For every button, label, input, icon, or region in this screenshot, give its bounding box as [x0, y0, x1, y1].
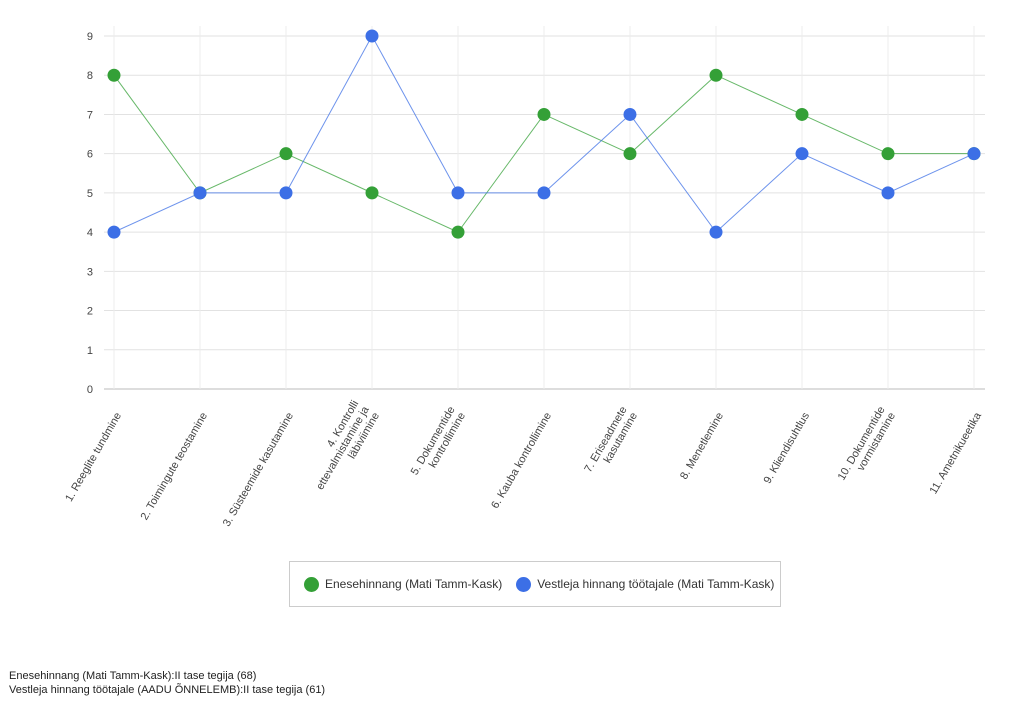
series-1-point-7	[623, 147, 637, 161]
legend-item-series-1[interactable]: Enesehinnang (Mati Tamm-Kask)	[304, 576, 503, 592]
y-tick-label-5: 5	[87, 188, 93, 200]
legend-dot-series-1	[304, 576, 319, 592]
x-axis-labels: 1. Reeglite tundmine 2. Toimingute teosta…	[63, 398, 985, 529]
line-chart: 0 1 2 3 4 5 6 7 8 9 1. Reeglite tundmine 2. Toimin…	[63, 26, 985, 529]
legend-label-series-1: Enesehinnang (Mati Tamm-Kask)	[325, 577, 503, 591]
x-tick-label-7: 7. Eriseadmetekasutamine	[582, 405, 640, 481]
x-tick-label-5: 5. Dokumentidekontrollimine	[409, 405, 468, 484]
series-2-point-1	[107, 225, 121, 239]
series-1-point-3	[279, 147, 293, 161]
series-1-point-5	[451, 225, 465, 239]
y-tick-label-4: 4	[87, 227, 93, 239]
x-tick-label-8: 8. Menetlemine	[678, 411, 726, 482]
series-1-point-9	[795, 107, 809, 121]
y-tick-label-7: 7	[87, 109, 93, 121]
series-2-point-9	[795, 147, 809, 161]
series-2-point-10	[881, 186, 895, 200]
summary-line-self-assessment: Enesehinnang (Mati Tamm-Kask):II tase te…	[9, 670, 257, 682]
legend-item-series-2[interactable]: Vestleja hinnang töötajale (Mati Tamm-Ka…	[516, 576, 775, 592]
legend-label-series-2: Vestleja hinnang töötajale (Mati Tamm-Ka…	[537, 577, 775, 591]
y-axis-ticks: 0 1 2 3 4 5 6 7 8 9	[87, 31, 93, 396]
series-2-point-5	[451, 186, 465, 200]
x-tick-label-9: 9. Kliendisuhtlus	[762, 410, 813, 486]
series-2-point-3	[279, 186, 293, 200]
x-tick-label-4: 4. Kontrolliettevalmistamine jaläbiviimi…	[304, 398, 383, 498]
series-1-point-4	[365, 186, 379, 200]
summary-line-interviewer-assessment: Vestleja hinnang töötajale (AADU ÕNNELEM…	[9, 684, 326, 696]
series-2-point-11	[967, 147, 981, 161]
series-1-point-8	[709, 68, 723, 82]
y-tick-label-9: 9	[87, 31, 93, 43]
summary-text: Enesehinnang (Mati Tamm-Kask):II tase te…	[9, 669, 325, 697]
series-2-point-8	[709, 225, 723, 239]
series-2-point-7	[623, 107, 637, 121]
x-tick-label-11: 11. Ametnikueetika	[928, 410, 985, 497]
series-2-point-6	[537, 186, 551, 200]
series	[107, 29, 981, 239]
series-2-point-4	[365, 29, 379, 43]
y-tick-label-8: 8	[87, 70, 93, 82]
y-tick-label-0: 0	[87, 384, 93, 396]
x-tick-label-2: 2. Toimingute teostamine	[139, 411, 210, 523]
series-1-point-10	[881, 147, 895, 161]
x-tick-label-1: 1. Reeglite tundmine	[63, 411, 124, 504]
y-tick-label-2: 2	[87, 306, 93, 318]
legend-dot-series-2	[516, 576, 532, 592]
series-1-point-6	[537, 107, 551, 121]
y-tick-label-1: 1	[87, 345, 93, 357]
series-1-point-1	[107, 68, 121, 82]
x-tick-label-6: 6. Kauba kontrollimine	[489, 411, 554, 511]
y-tick-label-3: 3	[87, 266, 93, 278]
grid	[104, 26, 985, 390]
legend: Enesehinnang (Mati Tamm-Kask) Vestleja h…	[289, 561, 781, 607]
x-tick-label-3: 3. Süsteemide kasutamine	[221, 411, 296, 529]
y-tick-label-6: 6	[87, 149, 93, 161]
x-tick-label-10: 10. Dokumentidevormistamine	[836, 405, 898, 489]
series-2-point-2	[193, 186, 207, 200]
